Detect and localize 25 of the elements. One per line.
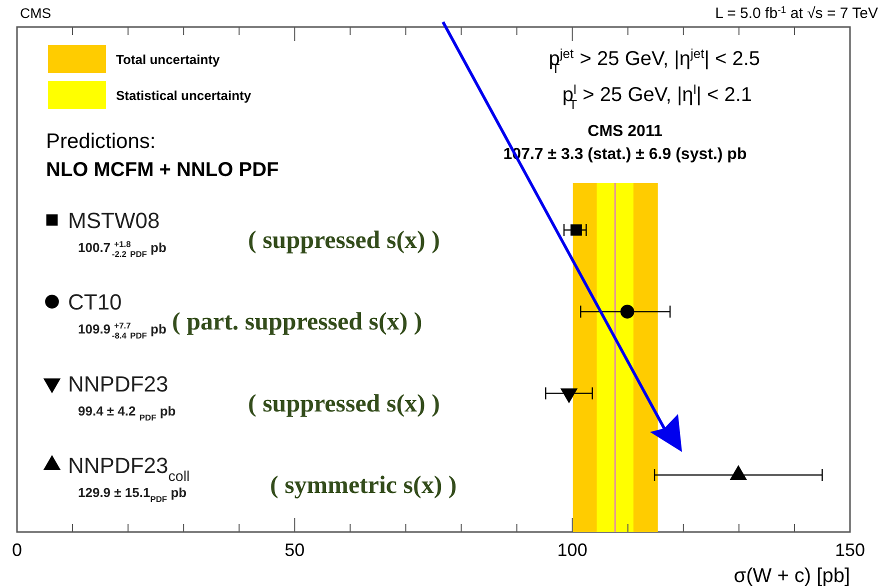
text: CMS 2011 bbox=[588, 123, 662, 140]
annotation: ( symmetric s(x) ) bbox=[270, 472, 457, 499]
annotation: 99.4 ± 4.2 $_{PDF}$ pb bbox=[78, 403, 176, 422]
point bbox=[570, 224, 582, 236]
x-tick-label: 0 bbox=[12, 540, 22, 560]
chart-subtitle: L = 5.0 fb$^{-1}$ at √s = 7 TeV bbox=[715, 4, 878, 22]
x-axis-title: σ(W + c) [pb] bbox=[734, 565, 850, 586]
legend-label: NNPDF23 bbox=[68, 371, 168, 396]
x-tick-label: 150 bbox=[834, 540, 866, 560]
annotation: 129.9 ± 15.1$_{PDF}$ pb bbox=[78, 485, 187, 504]
point bbox=[620, 304, 634, 319]
chart-title: CMS bbox=[20, 5, 52, 21]
x-tick-label: 100 bbox=[557, 540, 588, 560]
annotation: ( part. suppressed s(x) ) bbox=[172, 308, 422, 336]
annotation: ( suppressed s(x) ) bbox=[248, 227, 440, 254]
x-tick-label: 50 bbox=[284, 540, 305, 560]
text: Predictions: bbox=[46, 130, 156, 153]
annotation: ( suppressed s(x) ) bbox=[248, 390, 440, 418]
legend-label: NNPDF23$_{coll}$ bbox=[68, 453, 190, 485]
point bbox=[730, 464, 748, 480]
legend-label: Total uncertainty bbox=[116, 52, 221, 67]
legend-label: CT10 bbox=[68, 290, 122, 315]
legend-label: MSTW08 bbox=[68, 208, 160, 233]
text: NLO MCFM + NNLO PDF bbox=[46, 159, 279, 181]
legend-label: Statistical uncertainty bbox=[116, 88, 252, 103]
